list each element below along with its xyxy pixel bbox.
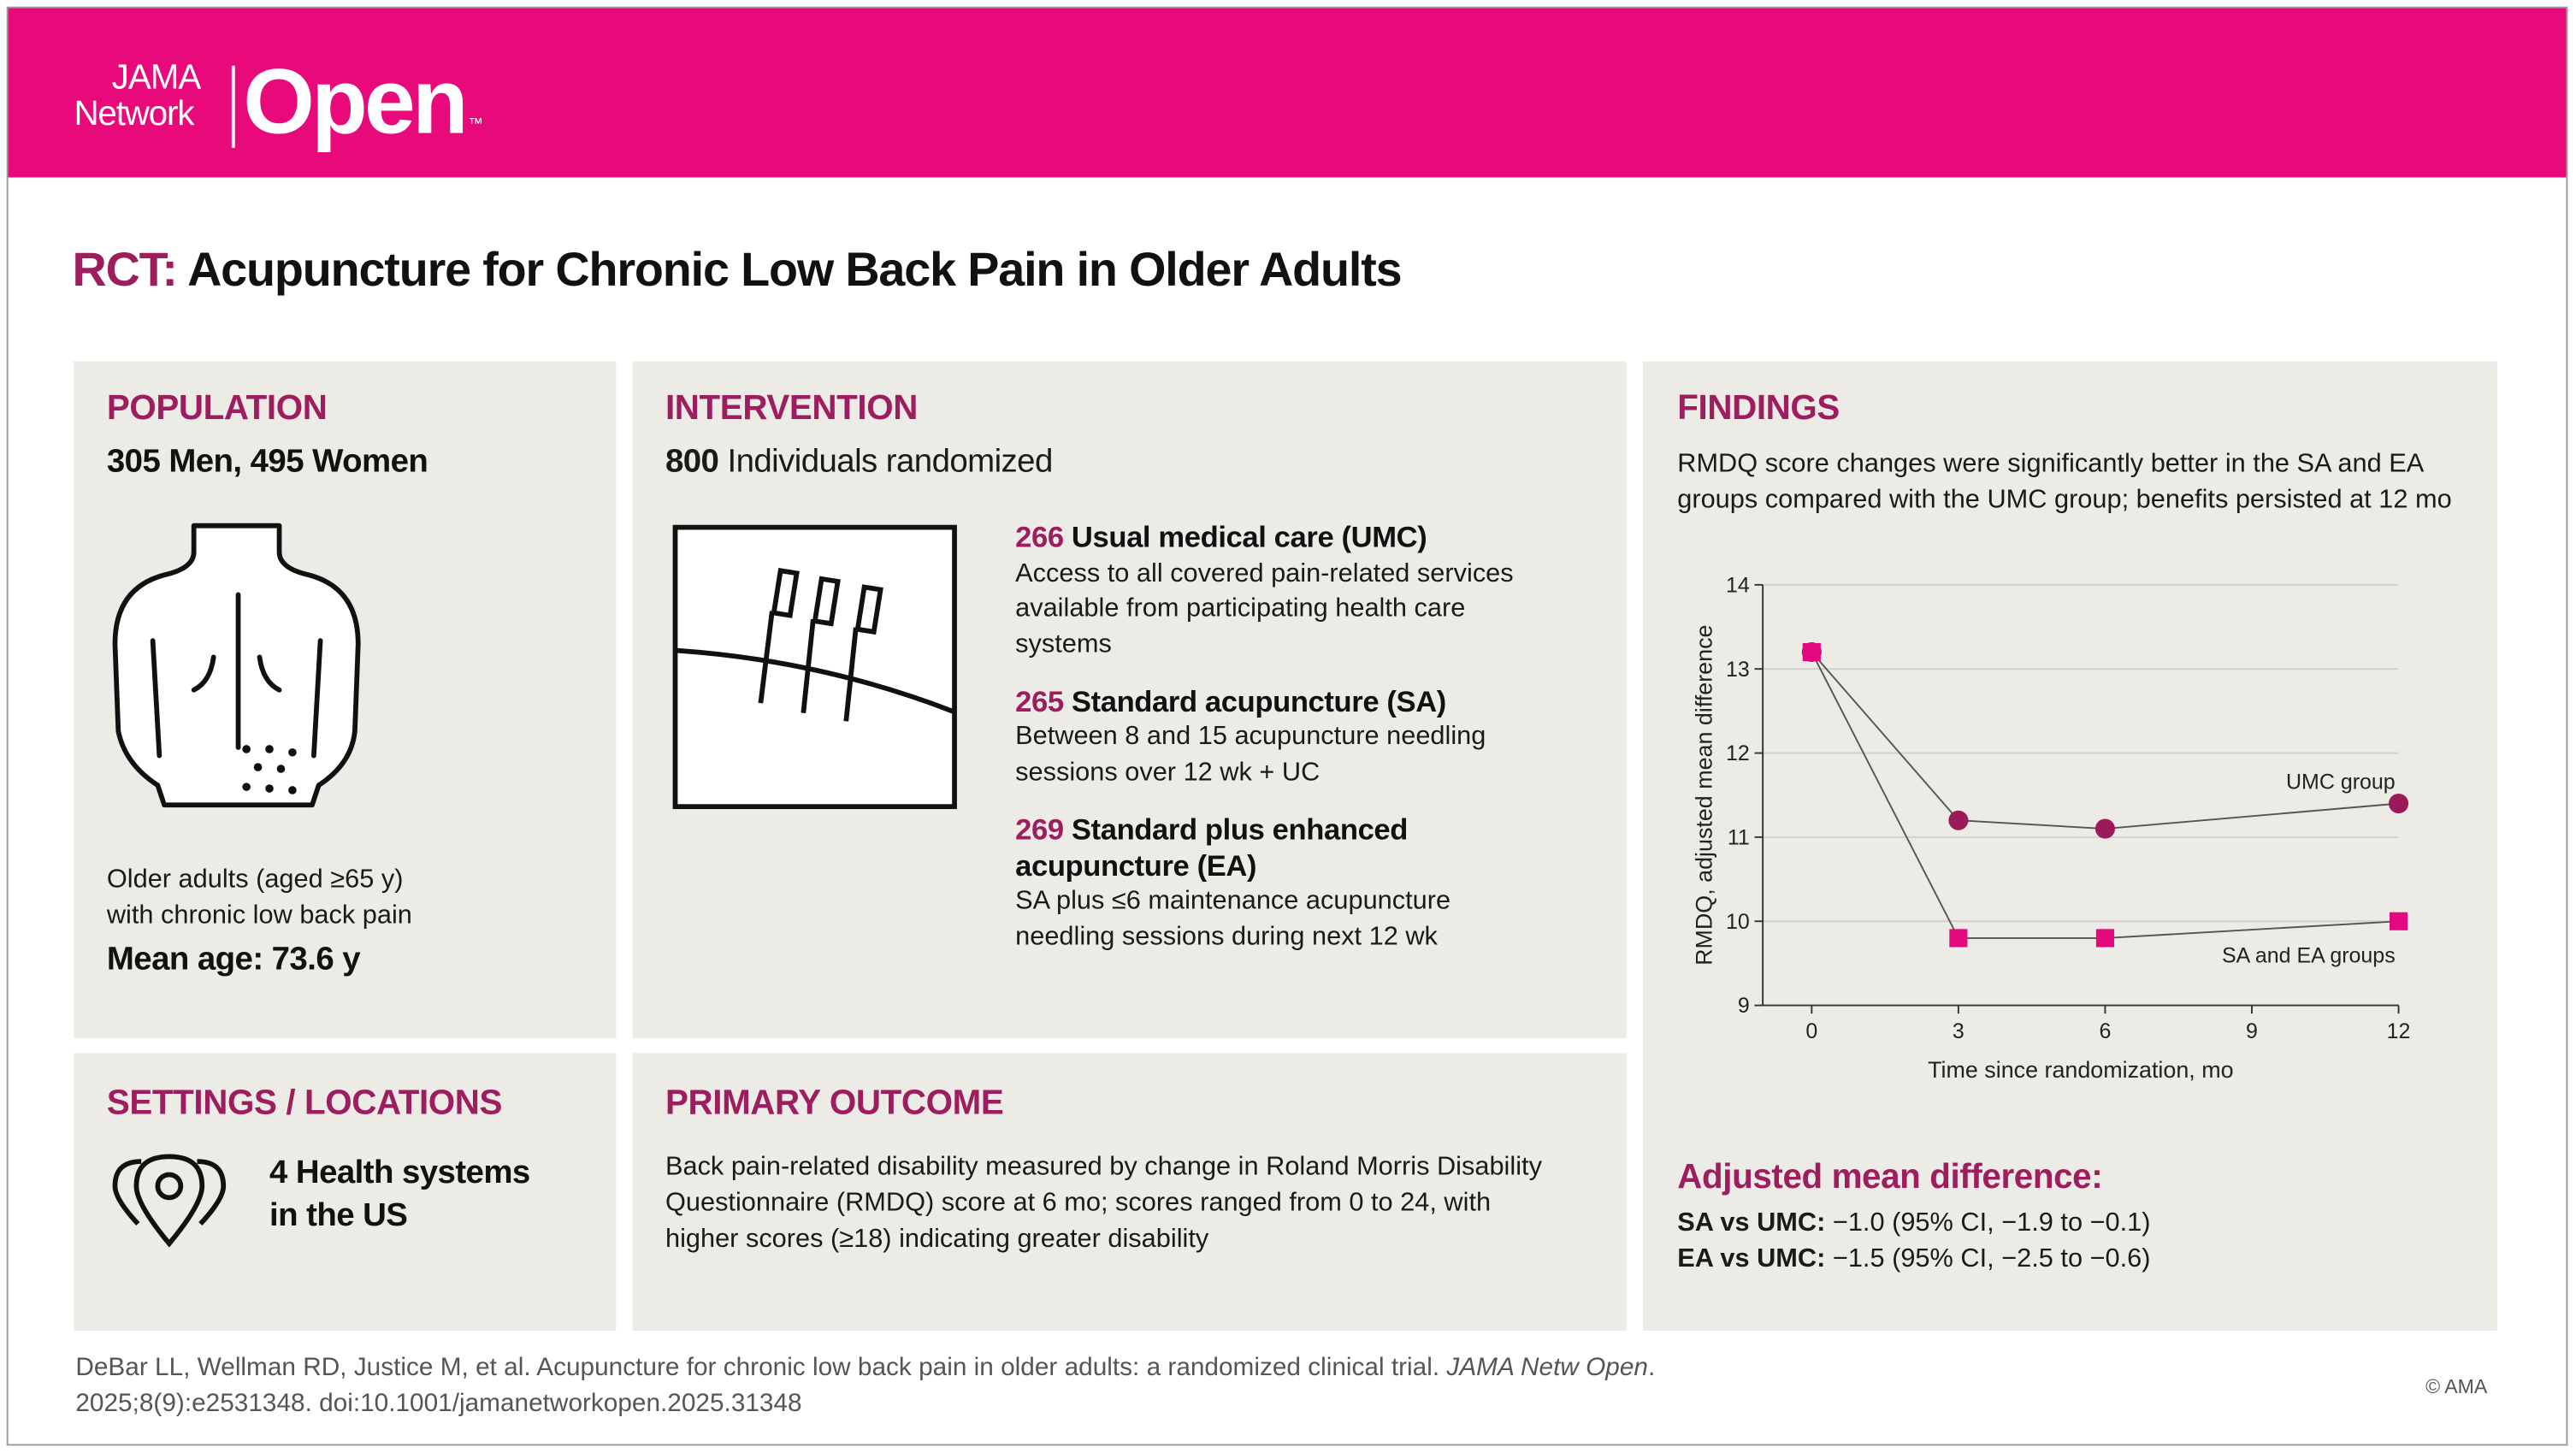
arm-text: needling sessions during next 12 wk xyxy=(1015,923,1438,952)
brand-main: Open xyxy=(243,49,468,153)
population-text: with chronic low back pain xyxy=(106,901,412,930)
y-tick-label: 13 xyxy=(1726,658,1750,682)
arm-text: Between 8 and 15 acupuncture needling xyxy=(1015,723,1486,751)
y-tick-label: 11 xyxy=(1728,826,1750,850)
title-text: Acupuncture for Chronic Low Back Pain in… xyxy=(187,245,1403,298)
citation: DeBar LL, Wellman RD, Justice M, et al. … xyxy=(75,1350,1655,1386)
marker xyxy=(1802,642,1821,662)
copyright: © AMA xyxy=(2425,1374,2488,1398)
result-label: SA vs UMC: xyxy=(1677,1208,1826,1237)
findings-panel xyxy=(1642,361,2497,1331)
arm-text: SA plus ≤6 maintenance acupuncture xyxy=(1015,887,1451,915)
y-tick-label: 14 xyxy=(1726,573,1750,597)
arm-text: systems xyxy=(1015,630,1112,659)
population-summary: 305 Men, 495 Women xyxy=(106,443,428,480)
section-heading: PRIMARY OUTCOME xyxy=(665,1084,1004,1122)
arm-text: available from participating health care xyxy=(1015,594,1466,623)
x-axis-title: Time since randomization, mo xyxy=(1928,1057,2233,1083)
arm-text: sessions over 12 wk + UC xyxy=(1015,759,1320,788)
arm-title: 269 Standard plus enhanced xyxy=(1015,812,1408,848)
marker xyxy=(1949,929,1968,948)
section-heading: POPULATION xyxy=(106,389,328,428)
settings-text: in the US xyxy=(269,1197,408,1234)
result: EA vs UMC: −1.5 (95% CI, −2.5 to −0.6) xyxy=(1677,1242,2150,1278)
marker xyxy=(2389,794,2409,814)
y-axis-title: RMDQ, adjusted mean difference xyxy=(1692,625,1717,966)
outcome-text: Back pain-related disability measured by… xyxy=(665,1153,1542,1182)
arm-name: acupuncture (EA) xyxy=(1015,849,1257,883)
frame xyxy=(6,6,2568,1446)
y-tick-label: 10 xyxy=(1726,910,1750,934)
result: SA vs UMC: −1.0 (95% CI, −1.9 to −0.1) xyxy=(1677,1206,2150,1242)
result-label: EA vs UMC: xyxy=(1677,1245,1826,1273)
section-heading: INTERVENTION xyxy=(665,389,918,428)
series-label: SA and EA groups xyxy=(2222,943,2396,967)
series-line xyxy=(1811,652,2399,939)
citation: 2025;8(9):e2531348. doi:10.1001/jamanetw… xyxy=(75,1390,802,1418)
arm-title: 265 Standard acupuncture (SA) xyxy=(1015,683,1446,719)
section-heading: FINDINGS xyxy=(1677,389,1840,428)
mean-age: Mean age: 73.6 y xyxy=(106,941,361,978)
arm-text: Access to all covered pain-related servi… xyxy=(1015,560,1514,588)
back-icon xyxy=(112,523,361,808)
series-label: UMC group xyxy=(2286,770,2396,794)
brand-bottom: Network xyxy=(74,95,194,133)
back-dots xyxy=(242,745,297,794)
series-line xyxy=(1811,651,2399,830)
citation-end: . xyxy=(1647,1353,1656,1382)
title-prefix: RCT: xyxy=(72,245,178,298)
brand-top: JAMA xyxy=(111,59,202,97)
citation-authors: DeBar LL, Wellman RD, Justice M, et al. … xyxy=(75,1353,1440,1382)
x-tick-label: 0 xyxy=(1805,1019,1817,1043)
findings-text: RMDQ score changes were significantly be… xyxy=(1677,450,2425,478)
arm-number: 265 xyxy=(1015,685,1064,718)
x-tick-label: 9 xyxy=(2246,1019,2258,1043)
population-text: Older adults (aged ≥65 y) xyxy=(106,865,404,894)
x-tick-label: 12 xyxy=(2387,1019,2411,1043)
trademark: ™ xyxy=(468,115,483,132)
needle-icon xyxy=(672,524,957,810)
x-tick-label: 6 xyxy=(2099,1019,2111,1043)
citation-journal: JAMA Netw Open xyxy=(1446,1353,1648,1382)
arm-title: 266 Usual medical care (UMC) xyxy=(1015,519,1427,555)
marker xyxy=(2095,929,2114,948)
findings-text: groups compared with the UMC group; bene… xyxy=(1677,486,2452,515)
settings-text: 4 Health systems xyxy=(269,1155,530,1191)
header-band xyxy=(8,8,2567,178)
result-text: −1.0 (95% CI, −1.9 to −0.1) xyxy=(1832,1208,2151,1237)
marker xyxy=(2389,912,2408,930)
title: RCT: Acupuncture for Chronic Low Back Pa… xyxy=(72,243,1403,298)
result-text: −1.5 (95% CI, −2.5 to −0.6) xyxy=(1832,1245,2151,1273)
outcome-panel xyxy=(632,1053,1627,1331)
location-icon xyxy=(112,1154,227,1248)
outcome-text: higher scores (≥18) indicating greater d… xyxy=(665,1226,1209,1254)
arm-name: Standard acupuncture (SA) xyxy=(1071,685,1446,718)
section-heading: SETTINGS / LOCATIONS xyxy=(106,1084,503,1122)
randomized: 800 Individuals randomized xyxy=(665,444,1053,480)
marker xyxy=(2094,818,2115,839)
arm-number: 269 xyxy=(1015,812,1064,847)
outcome-text: Questionnaire (RMDQ) score at 6 mo; scor… xyxy=(665,1189,1492,1218)
y-tick-label: 9 xyxy=(1738,994,1750,1018)
total-number: 800 xyxy=(665,443,719,480)
brand-divider xyxy=(231,65,235,148)
arm-number: 266 xyxy=(1015,520,1064,554)
marker xyxy=(1948,810,1969,830)
x-tick-label: 3 xyxy=(1953,1019,1964,1043)
y-tick-label: 12 xyxy=(1726,741,1750,765)
arm-name: Usual medical care (UMC) xyxy=(1071,520,1427,554)
adjusted-heading: Adjusted mean difference: xyxy=(1677,1158,2103,1196)
total-text: Individuals randomized xyxy=(727,443,1053,480)
arm-name: Standard plus enhanced xyxy=(1071,812,1409,847)
